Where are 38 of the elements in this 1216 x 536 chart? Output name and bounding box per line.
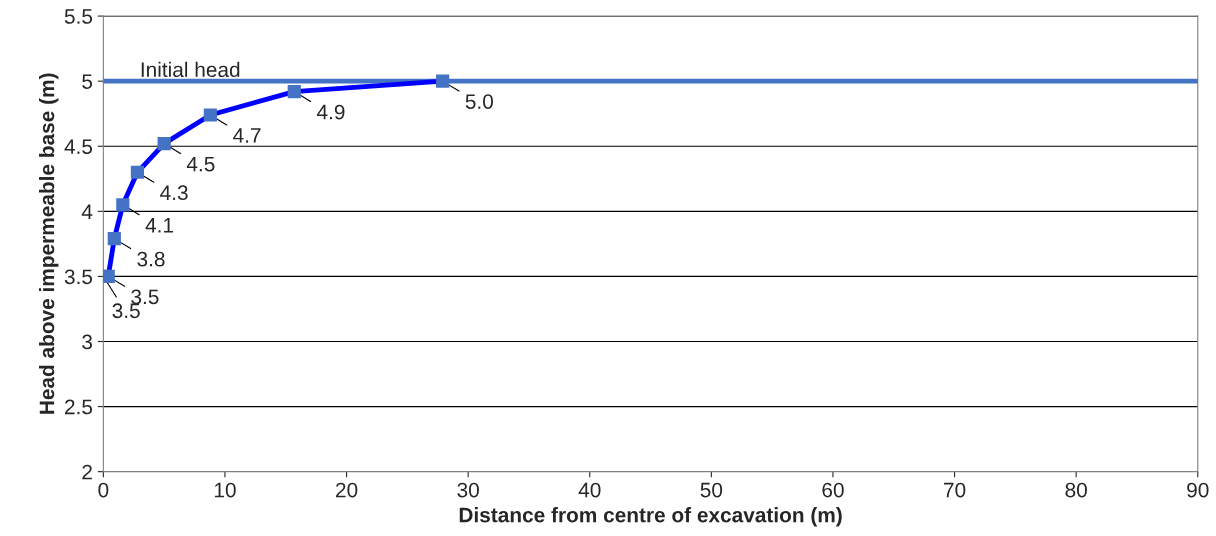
data-label: 3.8 (137, 251, 165, 267)
x-tick-label: 10 (214, 482, 236, 498)
y-axis-title: Head above impermeable base (m) (39, 73, 59, 414)
y-tick-label: 2.5 (65, 399, 93, 415)
point (287, 84, 301, 99)
x-tick-label: 90 (1187, 482, 1209, 498)
x-tick-label: 70 (944, 482, 966, 498)
point (116, 198, 130, 212)
x-tick-label: 30 (457, 482, 479, 498)
data-label: 4.3 (160, 185, 188, 201)
x-tick-label: 80 (1065, 482, 1087, 498)
point (103, 269, 115, 284)
x-tick-label: 50 (700, 482, 723, 498)
y-tick-label: 4.5 (64, 139, 93, 155)
data-label: 3.5 (131, 289, 159, 305)
point (436, 74, 450, 88)
y-tick-label: 5.5 (64, 9, 93, 24)
data-label: 4.1 (145, 218, 173, 233)
data-label: 3.5 (112, 303, 140, 319)
point (157, 137, 171, 151)
point (130, 165, 144, 179)
y-tick-label: 4 (81, 204, 93, 219)
y-tick-label: 5 (82, 74, 93, 89)
data-label: 5.0 (465, 94, 493, 109)
x-tick-label: 60 (822, 482, 844, 498)
x-tick-label: 20 (336, 482, 358, 498)
x-tick-label: 40 (578, 482, 601, 498)
point (203, 108, 217, 122)
x-tick-label: 0 (98, 482, 109, 498)
data-label: 4.9 (316, 104, 345, 120)
series-label: Initial head (141, 61, 240, 78)
y-tick-label: 3 (82, 334, 93, 350)
x-axis-title: Distance from centre of excavation (m) (459, 507, 842, 527)
y-tick-label: 2 (82, 464, 92, 480)
point (107, 232, 121, 246)
data-label: 4.5 (186, 156, 215, 172)
y-tick-label: 3.5 (64, 269, 93, 285)
data-label: 4.7 (233, 128, 261, 143)
